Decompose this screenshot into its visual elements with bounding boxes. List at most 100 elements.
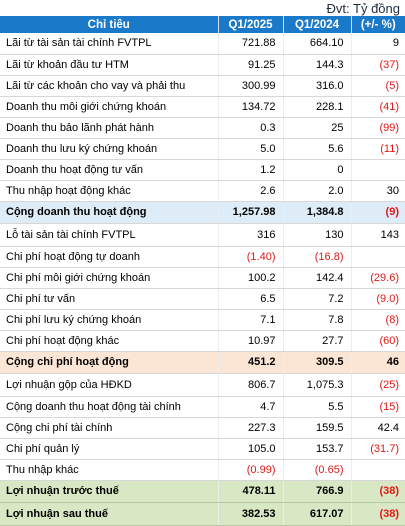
row-value-q1-2025: 10.97	[217, 330, 283, 352]
row-value-q1-2024: 617.07	[282, 502, 351, 526]
row-value-q1-2025: 100.2	[217, 267, 283, 289]
row-value-q1-2025: 316	[217, 223, 283, 247]
row-value-q1-2024: 309.5	[282, 351, 351, 374]
table-header-row: Chỉ tiêu Q1/2025 Q1/2024 (+/- %)	[0, 16, 405, 33]
financial-results-table: Chỉ tiêu Q1/2025 Q1/2024 (+/- %) Lãi từ …	[0, 16, 405, 526]
table-row: Lợi nhuận sau thuế 382.53 617.07 (38)	[0, 502, 405, 526]
row-label: Doanh thu môi giới chứng khoán	[0, 96, 218, 118]
row-label: Chi phí quản lý	[0, 438, 218, 460]
row-change: (25)	[350, 373, 405, 397]
row-change	[350, 246, 405, 268]
row-value-q1-2024: 144.3	[282, 54, 351, 76]
row-change: (31.7)	[350, 438, 405, 460]
row-value-q1-2025: 721.88	[217, 33, 283, 55]
row-value-q1-2025: (0.99)	[217, 459, 283, 481]
row-value-q1-2024: 766.9	[282, 480, 351, 503]
row-value-q1-2025: 7.1	[217, 309, 283, 331]
row-label: Cộng doanh thu hoạt động	[0, 201, 218, 224]
table-row: Lãi từ tài sản tài chính FVTPL 721.88 664.…	[0, 33, 405, 55]
row-value-q1-2024: 228.1	[282, 96, 351, 118]
row-value-q1-2025: 227.3	[217, 417, 283, 439]
row-change	[350, 459, 405, 481]
row-change: (38)	[350, 502, 405, 526]
row-value-q1-2024: 153.7	[282, 438, 351, 460]
row-change: (9.0)	[350, 288, 405, 310]
row-value-q1-2025: 6.5	[217, 288, 283, 310]
row-label: Chi phí hoạt động tự doanh	[0, 246, 218, 268]
row-label: Doanh thu lưu ký chứng khoán	[0, 138, 218, 160]
table-row: Chi phí tư vấn 6.5 7.2 (9.0)	[0, 288, 405, 310]
row-value-q1-2024: (0.65)	[282, 459, 351, 481]
row-change: (38)	[350, 480, 405, 503]
table-row: Cộng chi phí hoạt động 451.2 309.5 46	[0, 351, 405, 374]
table-row: Lãi từ khoản đầu tư HTM 91.25 144.3 (37)	[0, 54, 405, 76]
row-value-q1-2024: 159.5	[282, 417, 351, 439]
row-label: Lợi nhuận sau thuế	[0, 502, 218, 526]
row-label: Lợi nhuận trước thuế	[0, 480, 218, 503]
table-row: Lợi nhuận trước thuế 478.11 766.9 (38)	[0, 480, 405, 503]
table-row: Chi phí quản lý 105.0 153.7 (31.7)	[0, 438, 405, 460]
row-change: 42.4	[350, 417, 405, 439]
row-label: Thu nhập khác	[0, 459, 218, 481]
row-label: Chi phí hoạt động khác	[0, 330, 218, 352]
row-change: (11)	[350, 138, 405, 160]
row-value-q1-2025: 0.3	[217, 117, 283, 139]
table-row: Cộng chi phí tài chính 227.3 159.5 42.4	[0, 417, 405, 439]
row-change: (15)	[350, 396, 405, 418]
header-q1-2024: Q1/2024	[283, 16, 352, 33]
row-label: Lợi nhuận gộp của HĐKD	[0, 373, 218, 397]
row-value-q1-2024: (16.8)	[282, 246, 351, 268]
table-row: Lãi từ các khoản cho vay và phải thu 300.…	[0, 75, 405, 97]
row-value-q1-2024: 142.4	[282, 267, 351, 289]
row-change: (41)	[350, 96, 405, 118]
table-row: Lỗ tài sản tài chính FVTPL 316 130 143	[0, 223, 405, 247]
row-change: (29.6)	[350, 267, 405, 289]
row-value-q1-2024: 5.6	[282, 138, 351, 160]
row-value-q1-2025: 5.0	[217, 138, 283, 160]
row-change: (37)	[350, 54, 405, 76]
row-change: 30	[350, 180, 405, 202]
row-change: 143	[350, 223, 405, 247]
row-label: Chi phí lưu ký chứng khoán	[0, 309, 218, 331]
header-change: (+/- %)	[351, 16, 405, 33]
row-value-q1-2025: 134.72	[217, 96, 283, 118]
row-change: (99)	[350, 117, 405, 139]
row-value-q1-2025: 105.0	[217, 438, 283, 460]
row-value-q1-2024: 27.7	[282, 330, 351, 352]
row-value-q1-2024: 25	[282, 117, 351, 139]
row-value-q1-2024: 2.0	[282, 180, 351, 202]
table-row: Lợi nhuận gộp của HĐKD 806.7 1,075.3 (25)	[0, 373, 405, 397]
table-row: Thu nhập hoạt động khác 2.6 2.0 30	[0, 180, 405, 202]
header-label: Chỉ tiêu	[0, 16, 219, 33]
table-body: Lãi từ tài sản tài chính FVTPL 721.88 664.…	[0, 33, 405, 526]
row-value-q1-2024: 664.10	[282, 33, 351, 55]
row-label: Lãi từ các khoản cho vay và phải thu	[0, 75, 218, 97]
row-value-q1-2025: 1.2	[217, 159, 283, 181]
row-value-q1-2025: 382.53	[217, 502, 283, 526]
row-label: Cộng chi phí hoạt động	[0, 351, 218, 374]
row-label: Cộng chi phí tài chính	[0, 417, 218, 439]
table-row: Thu nhập khác (0.99) (0.65)	[0, 459, 405, 481]
row-label: Doanh thu bảo lãnh phát hành	[0, 117, 218, 139]
table-row: Doanh thu môi giới chứng khoán 134.72 228.…	[0, 96, 405, 118]
row-value-q1-2025: 4.7	[217, 396, 283, 418]
row-change: 46	[350, 351, 405, 374]
table-row: Cộng doanh thu hoạt động tài chính 4.7 5.5…	[0, 396, 405, 418]
table-row: Chi phí hoạt động khác 10.97 27.7 (60)	[0, 330, 405, 352]
row-value-q1-2024: 0	[282, 159, 351, 181]
row-value-q1-2025: (1.40)	[217, 246, 283, 268]
row-label: Chi phí tư vấn	[0, 288, 218, 310]
row-value-q1-2024: 1,075.3	[282, 373, 351, 397]
header-q1-2025: Q1/2025	[218, 16, 284, 33]
row-value-q1-2024: 5.5	[282, 396, 351, 418]
row-change: (60)	[350, 330, 405, 352]
row-value-q1-2025: 806.7	[217, 373, 283, 397]
row-value-q1-2025: 1,257.98	[217, 201, 283, 224]
row-change: 9	[350, 33, 405, 55]
row-value-q1-2025: 91.25	[217, 54, 283, 76]
table-row: Chi phí môi giới chứng khoán 100.2 142.4 (2…	[0, 267, 405, 289]
row-value-q1-2025: 2.6	[217, 180, 283, 202]
row-value-q1-2025: 478.11	[217, 480, 283, 503]
row-change: (5)	[350, 75, 405, 97]
row-label: Doanh thu hoạt động tư vấn	[0, 159, 218, 181]
